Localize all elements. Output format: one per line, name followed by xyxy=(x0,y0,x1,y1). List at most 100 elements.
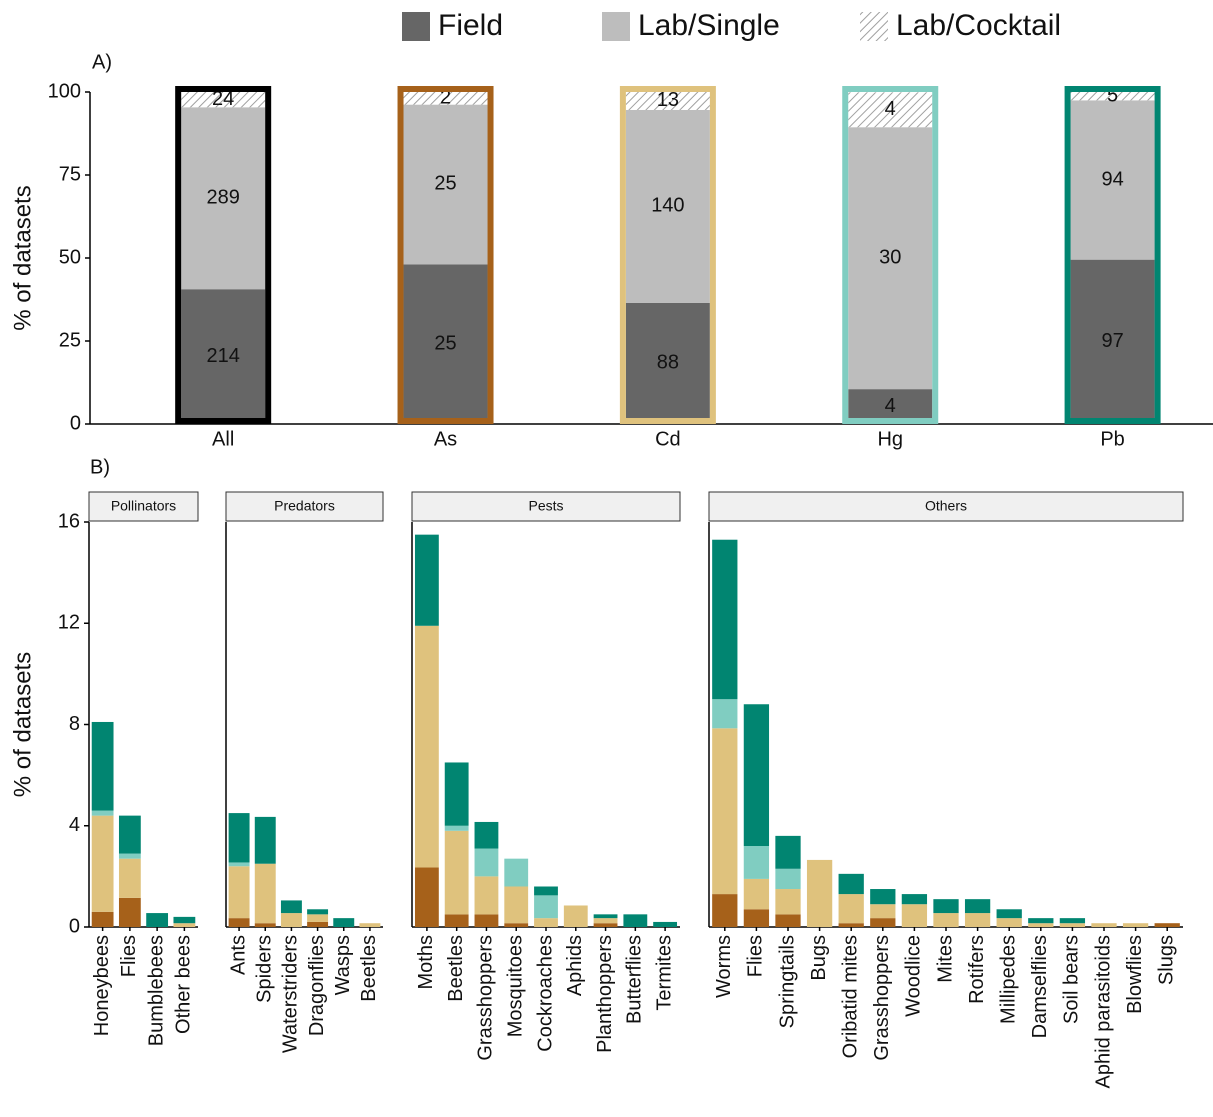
bar-segment xyxy=(307,921,329,927)
count-label: 30 xyxy=(879,246,901,268)
facet-strip xyxy=(225,491,384,522)
bar-segment xyxy=(91,911,114,927)
x-tick-label: Moths xyxy=(415,935,437,989)
legend-swatch xyxy=(860,12,888,41)
bar-segment xyxy=(625,92,710,110)
count-label: 24 xyxy=(212,88,234,110)
x-tick-label: Bugs xyxy=(808,935,830,981)
bar-segment xyxy=(775,889,801,915)
bar-segment xyxy=(359,923,381,927)
bar-segment xyxy=(118,858,141,898)
bar-segment xyxy=(118,897,141,927)
facet-strip xyxy=(708,491,1184,522)
bar-segment xyxy=(964,899,991,914)
bar-segment xyxy=(228,813,250,863)
x-tick-label: Woodlice xyxy=(903,935,925,1017)
count-label: 97 xyxy=(1101,330,1123,352)
y-tick-label: 8 xyxy=(69,713,80,735)
bar-segment xyxy=(712,728,738,895)
bar-segment xyxy=(534,895,558,919)
x-tick-label: Springtails xyxy=(776,935,798,1028)
bar-segment xyxy=(901,904,928,927)
x-tick-label: Mosquitoes xyxy=(505,935,527,1037)
y-tick-label: 0 xyxy=(69,915,80,937)
bar-segment xyxy=(444,762,469,826)
y-tick-label: 25 xyxy=(59,329,81,351)
x-tick-label: Waterstriders xyxy=(280,935,302,1053)
bar-segment xyxy=(254,816,276,864)
bar-segment xyxy=(228,862,250,867)
y-tick-label: 12 xyxy=(58,612,80,634)
count-label: 4 xyxy=(885,98,896,120)
bar-outline xyxy=(619,86,716,424)
bar-segment xyxy=(181,92,266,108)
bar-segment xyxy=(173,923,196,927)
x-tick-label: Aphid parasitoids xyxy=(1092,935,1114,1088)
x-tick-label: Honeybees xyxy=(91,935,113,1036)
bar-segment xyxy=(653,921,678,927)
bar-segment xyxy=(118,815,141,854)
count-label: 4 xyxy=(885,395,896,417)
x-tick-label: Beetles xyxy=(445,935,467,1002)
y-tick-label: 50 xyxy=(59,246,81,268)
bar-segment xyxy=(534,918,558,927)
x-tick-label: Cd xyxy=(655,428,681,450)
y-tick-label: 0 xyxy=(70,412,81,434)
x-tick-label: Other bees xyxy=(173,935,195,1034)
count-label: 94 xyxy=(1101,168,1123,190)
x-tick-label: Cockroaches xyxy=(534,935,556,1052)
x-tick-label: Blowflies xyxy=(1124,935,1146,1014)
bar-segment xyxy=(444,914,469,927)
bar-segment xyxy=(504,858,529,887)
panel-label: B) xyxy=(90,456,110,478)
bar-segment xyxy=(173,916,196,924)
bar-segment xyxy=(444,825,469,831)
bar-segment xyxy=(1028,923,1054,927)
bar-segment xyxy=(775,868,801,890)
bar-segment xyxy=(1122,923,1149,927)
bar-segment xyxy=(901,894,928,905)
bar-outline xyxy=(842,86,939,424)
count-label: 25 xyxy=(434,173,456,195)
bar-segment xyxy=(1059,918,1086,924)
facet-title: Pollinators xyxy=(111,498,176,514)
bar-segment xyxy=(743,846,770,879)
bar-outline xyxy=(397,86,494,424)
x-tick-label: Mites xyxy=(934,935,956,983)
bar-segment xyxy=(743,909,770,927)
count-label: 2 xyxy=(440,87,451,109)
bar-segment xyxy=(1070,100,1155,260)
bar-segment xyxy=(933,899,959,914)
legend-label: Field xyxy=(438,9,503,42)
y-tick-label: 100 xyxy=(48,80,81,102)
bar-segment xyxy=(474,914,499,927)
bar-segment xyxy=(504,923,529,927)
bar-segment xyxy=(712,539,738,700)
bar-segment xyxy=(280,913,302,927)
count-label: 5 xyxy=(1107,84,1118,106)
bar-segment xyxy=(1154,923,1180,927)
bar-segment xyxy=(118,853,141,859)
x-tick-label: Planthoppers xyxy=(594,935,616,1053)
bar-segment xyxy=(181,289,266,424)
y-tick-label: 16 xyxy=(58,510,80,532)
bar-segment xyxy=(848,92,933,128)
bar-segment xyxy=(625,302,710,424)
x-tick-label: Oribatid mites xyxy=(839,935,861,1058)
bar-segment xyxy=(1091,923,1117,927)
bar-segment xyxy=(625,109,710,303)
x-tick-label: Wasps xyxy=(332,935,354,995)
x-tick-label: Bumblebees xyxy=(145,935,167,1046)
legend-swatch xyxy=(602,12,630,41)
bar-segment xyxy=(228,866,250,919)
panel-label: A) xyxy=(92,51,112,73)
bar-segment xyxy=(806,859,833,927)
bar-segment xyxy=(181,107,266,290)
x-tick-label: Millipedes xyxy=(997,935,1019,1024)
bar-segment xyxy=(474,848,499,877)
y-tick-label: 75 xyxy=(59,163,81,185)
count-label: 25 xyxy=(434,332,456,354)
bar-segment xyxy=(504,886,529,924)
x-tick-label: Ants xyxy=(227,935,249,975)
